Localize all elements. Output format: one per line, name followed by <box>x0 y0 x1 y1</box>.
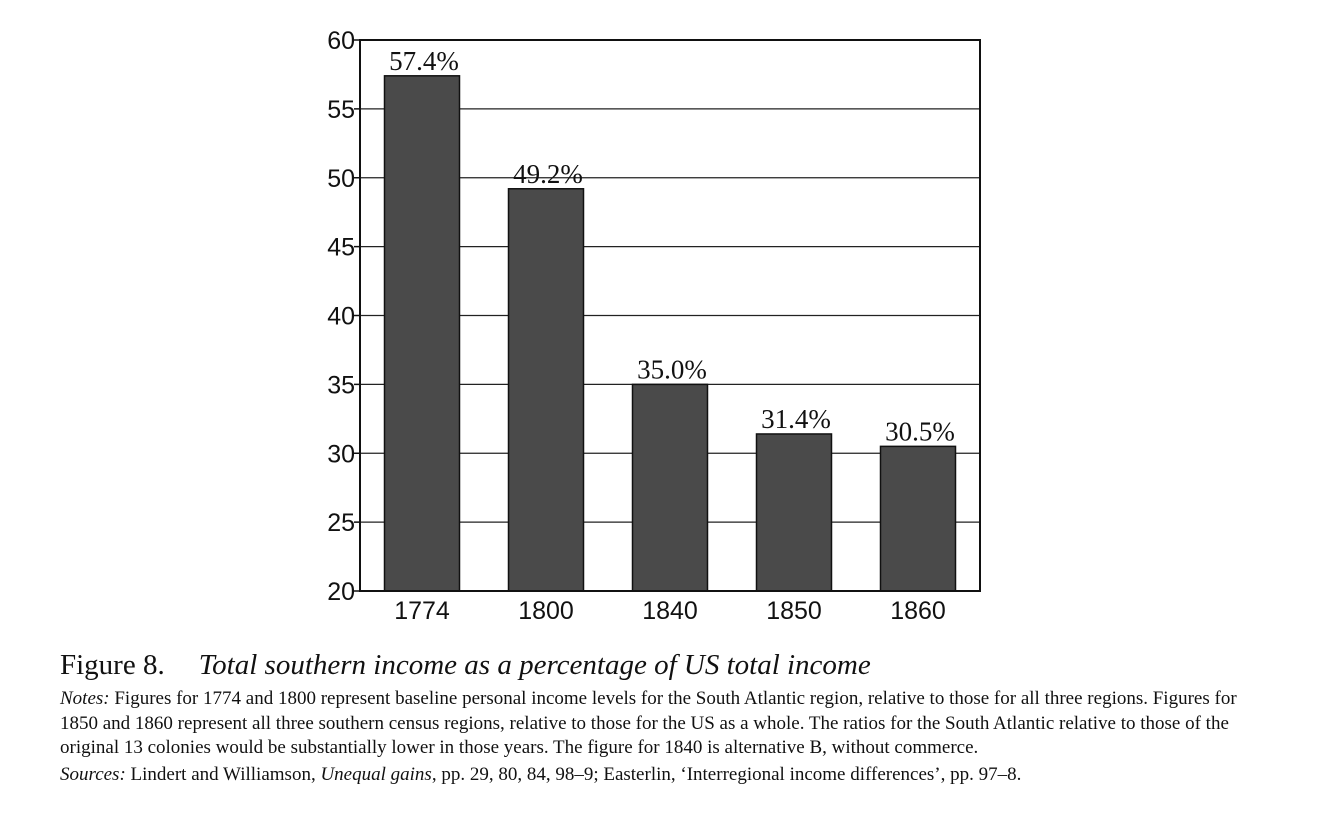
sources-book-title: Unequal gains <box>320 763 432 785</box>
bar-1860 <box>879 445 957 592</box>
figure-label: Figure 8. <box>60 649 165 681</box>
y-axis: 20 25 30 35 40 45 50 55 60 <box>327 27 360 606</box>
sources-text-1: Lindert and Williamson, <box>125 763 321 785</box>
y-tick-label: 20 <box>327 578 355 606</box>
y-tick-label: 25 <box>327 509 355 537</box>
figure-heading: Figure 8. Total southern income as a perc… <box>60 645 1260 685</box>
y-tick-label: 60 <box>327 27 355 55</box>
bar-1774 <box>383 75 461 592</box>
bar-1800 <box>507 188 585 592</box>
x-tick-label: 1850 <box>766 597 822 625</box>
figure-notes: Notes: Figures for 1774 and 1800 represe… <box>60 687 1260 761</box>
bars <box>383 75 957 592</box>
data-label: 57.4% <box>389 46 459 76</box>
data-label: 31.4% <box>761 404 831 434</box>
data-label: 30.5% <box>885 416 955 446</box>
bar-1840 <box>631 383 709 592</box>
x-tick-label: 1800 <box>518 597 574 625</box>
y-tick-label: 55 <box>327 96 355 124</box>
figure-title: Total southern income as a percentage of… <box>198 649 871 681</box>
y-tick-label: 45 <box>327 234 355 262</box>
x-tick-label: 1860 <box>890 597 946 625</box>
bar-1850 <box>755 433 833 592</box>
data-label: 49.2% <box>513 159 583 189</box>
y-tick-label: 30 <box>327 440 355 468</box>
data-labels: 57.4% 49.2% 35.0% 31.4% 30.5% <box>389 46 955 447</box>
x-axis: 1774 1800 1840 1850 1860 <box>394 597 946 625</box>
x-tick-label: 1774 <box>394 597 450 625</box>
sources-text-2: , pp. 29, 80, 84, 98–9; Easterlin, ‘Inte… <box>431 763 1022 785</box>
notes-text: Figures for 1774 and 1800 represent base… <box>60 688 1237 758</box>
x-tick-label: 1840 <box>642 597 698 625</box>
y-tick-label: 35 <box>327 371 355 399</box>
figure-sources: Sources: Lindert and Williamson, Unequal… <box>60 763 1260 788</box>
figure-caption: Figure 8. Total southern income as a perc… <box>60 645 1260 787</box>
y-tick-label: 40 <box>327 303 355 331</box>
y-tick-label: 50 <box>327 165 355 193</box>
notes-label: Notes: <box>60 688 110 709</box>
sources-label: Sources: <box>60 763 126 785</box>
data-label: 35.0% <box>637 354 707 384</box>
